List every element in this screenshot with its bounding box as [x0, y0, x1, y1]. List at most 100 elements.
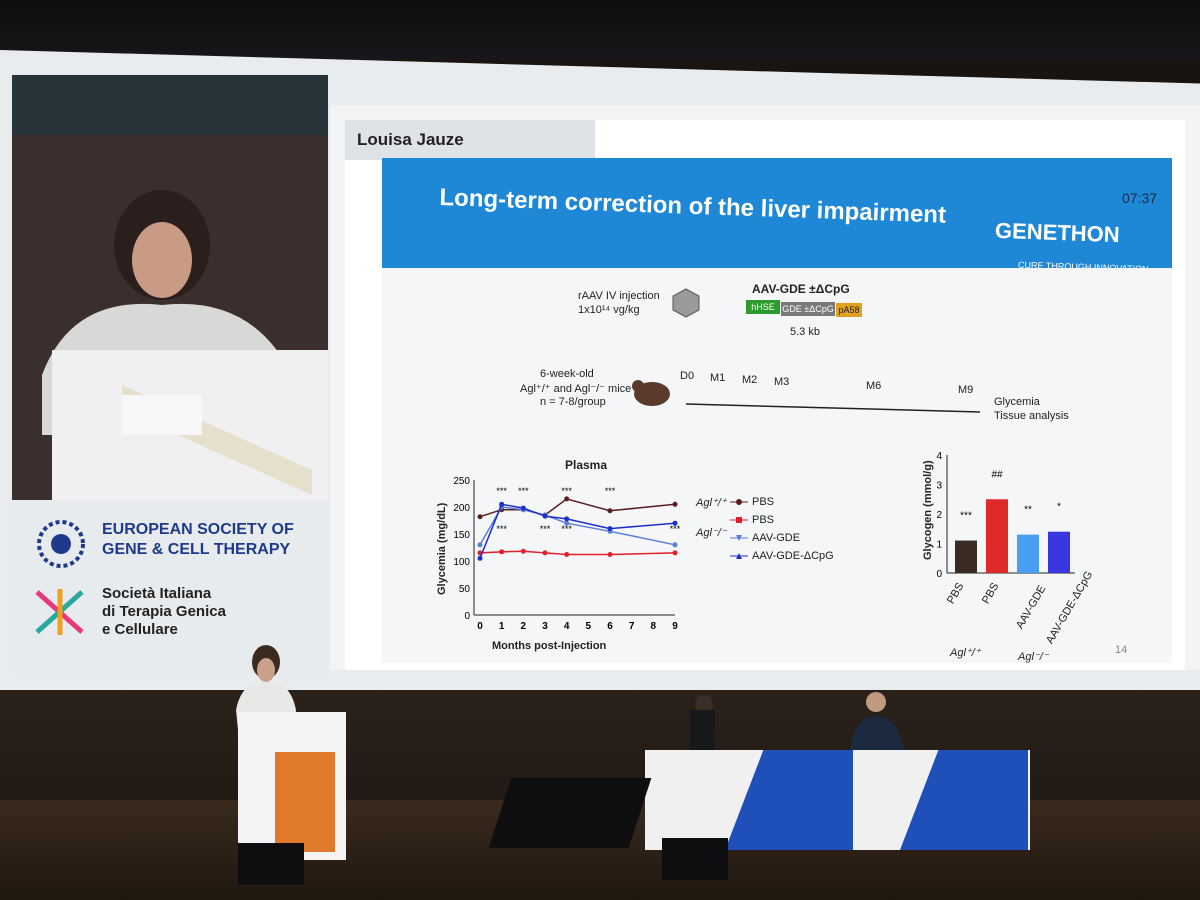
bar-group-wt: Agl⁺/⁺ [950, 647, 981, 659]
line-point [542, 550, 548, 556]
line-point [564, 552, 570, 558]
line-annotation: *** [540, 524, 551, 534]
esgct-logo-icon [37, 520, 85, 568]
construct-part-pa: pA58 [836, 303, 862, 317]
plasma-title: Plasma [565, 458, 608, 472]
ceiling [0, 0, 1200, 60]
line-chart-ytick: 150 [453, 530, 470, 541]
line-annotation: *** [496, 486, 507, 496]
line-point [672, 550, 678, 556]
legend-aav-gde-dcpg: AAV-GDE-ΔCpG [752, 550, 834, 562]
mice-age: 6-week-old [540, 368, 594, 380]
timepoint-m1: M1 [710, 372, 726, 384]
construct-part-hhse: hHSE [746, 300, 780, 314]
line-point [520, 548, 526, 554]
line-chart-ytick: 100 [453, 557, 470, 568]
line-chart-ytick: 250 [453, 476, 470, 487]
bar-3 [1048, 531, 1070, 573]
timepoint-m3: M3 [774, 376, 790, 388]
speaker-name-tab: Louisa Jauze [345, 120, 595, 160]
line-point [477, 542, 483, 548]
construct-part-gde: GDE ±ΔCpG [781, 302, 835, 316]
slide-page-number: 14 [1115, 644, 1128, 656]
line-chart-xtick: 6 [607, 621, 613, 632]
bar-2 [1017, 534, 1039, 573]
podium-esgct-banner [275, 752, 335, 852]
line-point [672, 501, 678, 507]
timepoint-m2: M2 [742, 374, 758, 386]
line-series-1 [479, 550, 676, 556]
mice-n: n = 7-8/group [540, 396, 606, 408]
line-chart-xtick: 7 [629, 621, 635, 632]
line-point [477, 514, 483, 520]
line-annotation: *** [496, 524, 507, 534]
slide-content [382, 268, 1172, 663]
legend-group-wt: Agl⁺/⁺ [696, 497, 727, 509]
society-it-line3: e Cellulare [102, 621, 178, 638]
bar-group-ko: Agl⁻/⁻ [1018, 651, 1049, 663]
line-chart-xtick: 9 [672, 621, 678, 632]
line-point [564, 516, 570, 522]
aav-capsid-icon [672, 288, 700, 318]
bar-chart-ytick: 4 [936, 451, 942, 462]
construct-label: AAV-GDE ±ΔCpG [752, 282, 850, 296]
bar-chart-ytick: 1 [936, 540, 942, 551]
line-point [607, 526, 613, 532]
society-logos-panel: EUROPEAN SOCIETY OF GENE & CELL THERAPY … [12, 505, 328, 675]
timepoint-d0: D0 [680, 370, 695, 382]
timepoint-m6: M6 [866, 380, 882, 392]
bar-annotation: ## [991, 469, 1003, 480]
line-chart-ytick: 200 [453, 503, 470, 514]
line-chart-ytick: 50 [459, 584, 471, 595]
floor-speaker-left [238, 843, 304, 885]
bar-annotation: * [1057, 502, 1061, 513]
bar-chart-ytick: 2 [936, 510, 942, 521]
line-chart-ylabel: Glycemia (mg/dL) [436, 502, 448, 595]
line-chart-xtick: 0 [477, 621, 483, 632]
line-annotation: *** [605, 486, 616, 496]
floor-speaker-right [662, 838, 728, 880]
line-chart-xtick: 3 [542, 621, 548, 632]
bar-1 [986, 499, 1008, 573]
timepoint-m9: M9 [958, 384, 974, 396]
injection-label: rAAV IV injection [578, 290, 660, 302]
dose-label: 1x10¹⁴ vg/kg [578, 304, 640, 316]
line-point [477, 555, 483, 561]
line-point [542, 513, 548, 519]
panelists [690, 692, 904, 750]
line-chart-xtick: 2 [521, 621, 527, 632]
bar-0 [955, 540, 977, 573]
bar-chart-ytick: 0 [936, 569, 942, 580]
line-chart-xtick: 5 [586, 621, 592, 632]
legend-aav-gde: AAV-GDE [752, 532, 801, 544]
bar-chart-ylabel: Glycogen (mmol/g) [922, 460, 934, 560]
line-chart-xtick: 1 [499, 621, 505, 632]
line-point [672, 542, 678, 548]
society-it-line2: di Terapia Genica [102, 603, 226, 620]
slide-timer: 07:37 [1122, 190, 1158, 206]
bar-annotation: ** [1024, 505, 1032, 516]
line-chart-ytick: 0 [464, 611, 470, 622]
society-en-line2: GENE & CELL THERAPY [102, 541, 291, 558]
construct-size: 5.3 kb [790, 326, 820, 338]
bar-chart-ytick: 3 [936, 481, 942, 492]
line-chart-xtick: 4 [564, 621, 570, 632]
genethon-logo: GENETHON [994, 217, 1121, 248]
speaker-video-feed [12, 75, 328, 500]
line-series-3 [479, 503, 676, 559]
sitgc-logo-icon [35, 589, 84, 635]
line-point [607, 552, 613, 558]
line-point [672, 520, 678, 526]
timeline [685, 403, 980, 413]
line-annotation: *** [670, 524, 681, 534]
line-annotation: *** [561, 524, 572, 534]
line-chart-xlabel: Months post-Injection [492, 640, 607, 652]
speaker-video-image [12, 75, 328, 500]
line-point [499, 549, 505, 555]
line-point [607, 508, 613, 514]
line-annotation: *** [518, 486, 529, 496]
mouse-icon [632, 380, 670, 406]
line-point [499, 501, 505, 507]
bar-annotation: *** [960, 511, 972, 522]
legend-pbs-ko: PBS [752, 514, 775, 526]
